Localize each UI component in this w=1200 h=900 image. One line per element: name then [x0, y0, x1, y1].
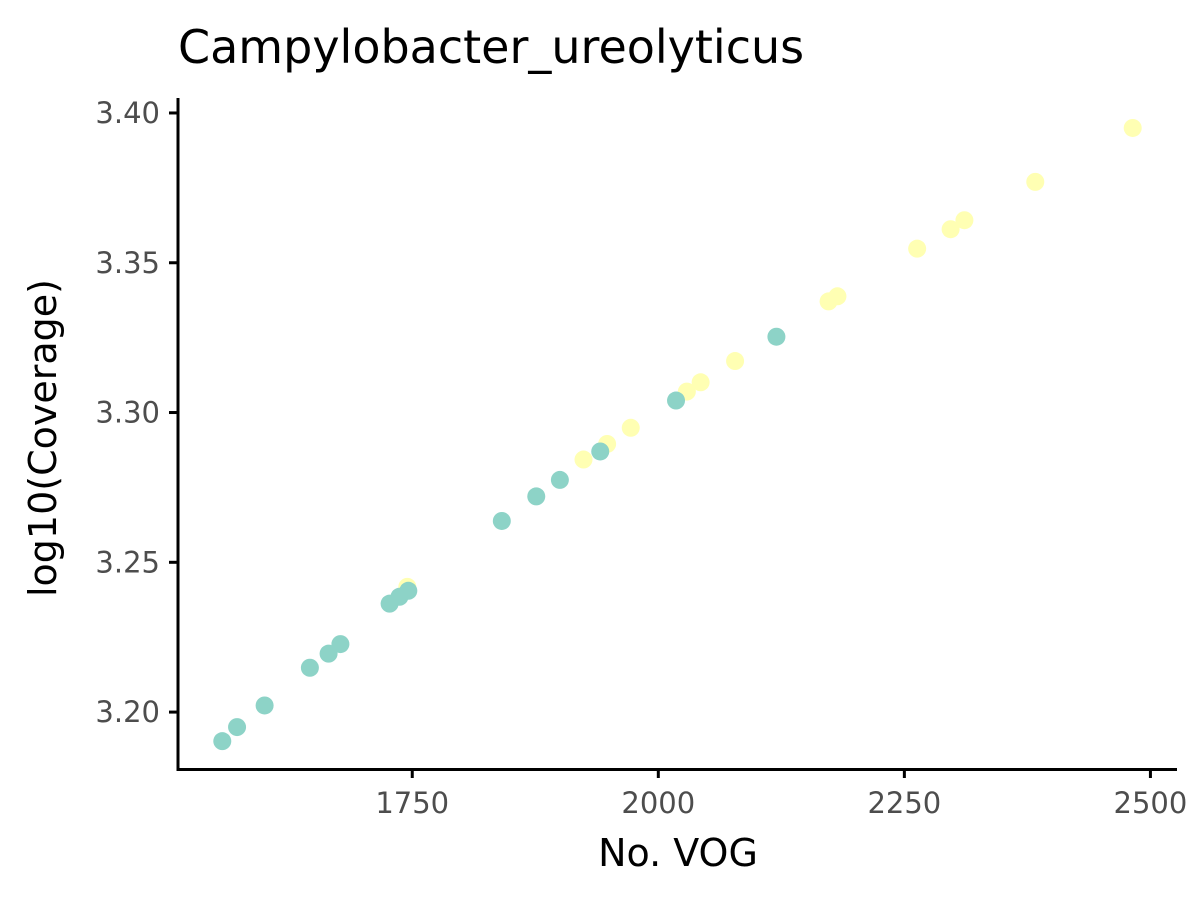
scatter-point	[228, 718, 247, 737]
scatter-point	[621, 418, 640, 437]
scatter-point	[941, 220, 960, 239]
y-axis-ticks: 3.20 3.25 3.30 3.35 3.40	[95, 96, 178, 729]
x-axis-ticks: 1750 2000 2250 2500	[375, 769, 1187, 820]
y-axis-label: log10(Coverage)	[21, 279, 65, 597]
chart-title: Campylobacter_ureolyticus	[178, 20, 804, 74]
x-tick-label: 1750	[375, 786, 449, 820]
x-axis-label: No. VOG	[598, 831, 758, 875]
scatter-point	[767, 327, 786, 346]
scatter-point	[667, 391, 686, 410]
y-tick-label: 3.20	[95, 695, 160, 729]
scatter-point	[300, 658, 319, 677]
scatter-point	[955, 211, 974, 230]
y-tick-label: 3.25	[95, 545, 160, 579]
scatter-point	[726, 352, 745, 371]
scatter-point	[331, 635, 350, 654]
scatter-point	[527, 487, 546, 506]
scatter-point	[1123, 118, 1142, 137]
scatter-point	[492, 511, 511, 530]
y-tick-label: 3.35	[95, 246, 160, 280]
scatter-point	[828, 287, 847, 306]
scatter-point	[550, 470, 569, 489]
data-points	[213, 118, 1142, 751]
x-tick-label: 2500	[1114, 786, 1188, 820]
scatter-point	[574, 450, 593, 469]
scatter-point	[255, 696, 274, 715]
y-tick-label: 3.30	[95, 396, 160, 430]
scatter-point	[691, 373, 710, 392]
y-tick-label: 3.40	[95, 96, 160, 130]
scatter-point	[1026, 172, 1045, 191]
scatter-point	[591, 442, 610, 461]
x-tick-label: 2000	[621, 786, 695, 820]
scatter-point	[399, 581, 418, 600]
scatter-point	[908, 239, 927, 258]
scatter-point	[213, 732, 232, 751]
x-tick-label: 2250	[867, 786, 941, 820]
